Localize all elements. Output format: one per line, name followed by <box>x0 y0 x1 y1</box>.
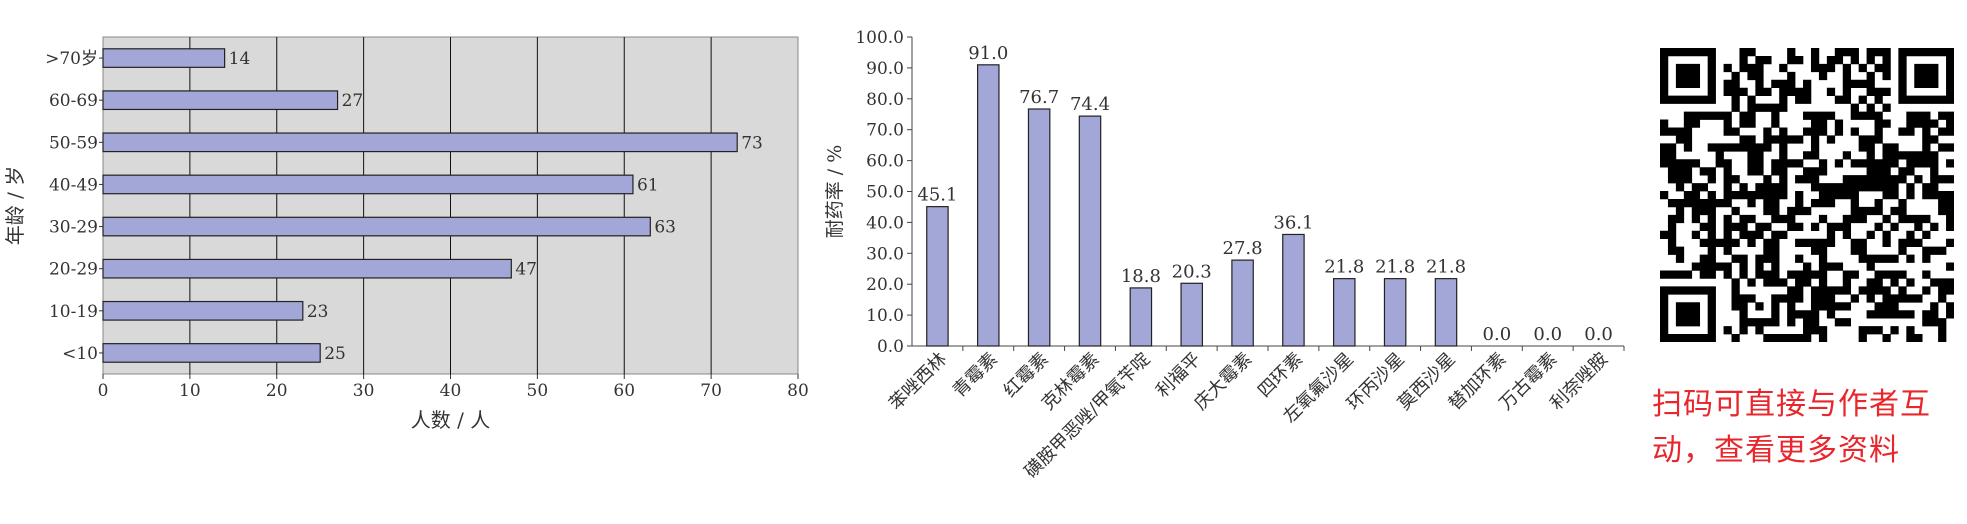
bar-value-label: 76.7 <box>1019 87 1059 108</box>
bar-value-label: 91.0 <box>968 43 1008 64</box>
bar-value-label: 73 <box>741 133 763 153</box>
y-axis-label: 年龄 / 岁 <box>3 166 27 245</box>
x-tick-label: 30 <box>353 381 375 401</box>
x-tick-label: 0 <box>98 381 109 401</box>
bar-value-label: 0.0 <box>1533 324 1562 345</box>
bar-value-label: 23 <box>307 302 329 322</box>
bar-value-label: 74.4 <box>1070 94 1110 115</box>
y-tick-label: 80.0 <box>866 90 904 110</box>
x-tick-label: 60 <box>613 381 635 401</box>
bar-value-label: 27 <box>342 91 364 111</box>
y-tick-label: 0.0 <box>877 337 904 357</box>
y-tick-label: 40-49 <box>49 175 98 195</box>
y-tick-label: 100.0 <box>855 28 904 48</box>
x-tick-label: 50 <box>527 381 549 401</box>
y-tick-label: 40.0 <box>866 213 904 233</box>
bar <box>1180 282 1203 347</box>
bar-value-label: 25 <box>324 344 346 364</box>
y-tick-label: 90.0 <box>866 59 904 79</box>
y-tick-label: <10 <box>62 344 98 364</box>
y-axis-label: 耐药率 / % <box>824 145 846 239</box>
bar <box>1231 259 1254 347</box>
qr-caption-line-2: 动，查看更多资料 <box>1652 433 1900 468</box>
y-tick-label: 30-29 <box>49 218 98 238</box>
x-tick-label: 40 <box>440 381 462 401</box>
bar <box>102 216 651 237</box>
bar-value-label: 0.0 <box>1584 324 1613 345</box>
y-tick-label: 10.0 <box>866 306 904 326</box>
qr-code-icon <box>1660 48 1955 343</box>
y-tick-label: 60-69 <box>49 91 98 111</box>
bar-value-label: 45.1 <box>917 185 957 206</box>
bar <box>926 206 949 347</box>
bar-value-label: 36.1 <box>1273 212 1313 233</box>
bar-value-label: 18.8 <box>1121 266 1161 287</box>
y-tick-label: 70.0 <box>866 121 904 141</box>
y-tick-label: 10-19 <box>49 302 98 322</box>
qr-caption-line-1: 扫码可直接与作者互 <box>1652 387 1931 422</box>
bar <box>1333 278 1356 347</box>
bar <box>1434 278 1458 347</box>
bar-value-label: 47 <box>515 260 537 280</box>
y-tick-label: 30.0 <box>866 244 904 264</box>
y-tick-label: 60.0 <box>866 152 904 172</box>
bar <box>1078 115 1102 347</box>
bar <box>977 64 1000 347</box>
bar-value-label: 14 <box>229 49 251 69</box>
qr-caption: 扫码可直接与作者互 动，查看更多资料 <box>1652 382 1957 474</box>
qr-modules <box>1660 48 1955 343</box>
bar-value-label: 61 <box>637 175 659 195</box>
age-distribution-chart: 0 10 20 30 40 50 60 70 80 25 <10 23 10-19 47 20-29 63 30… <box>3 36 809 432</box>
y-tick-label: 50.0 <box>866 183 904 203</box>
bar <box>102 48 226 68</box>
bar <box>102 90 339 111</box>
y-tick-label: 20.0 <box>866 275 904 295</box>
x-tick-label: 苯唑西林 <box>885 349 951 415</box>
bar <box>102 258 512 279</box>
bar-value-label: 21.8 <box>1426 257 1466 278</box>
bar <box>1027 108 1051 347</box>
x-axis-label: 人数 / 人 <box>411 408 490 432</box>
bar-value-label: 20.3 <box>1172 261 1212 282</box>
x-tick-label: 80 <box>787 381 809 401</box>
bar-value-label: 21.8 <box>1324 257 1364 278</box>
x-tick-label: 青霉素 <box>949 349 1002 402</box>
bar <box>1129 287 1153 347</box>
bar <box>1383 278 1407 347</box>
y-tick-label: 20-29 <box>49 260 98 280</box>
y-tick-label: >70岁 <box>45 49 98 69</box>
bar <box>102 132 738 153</box>
bar <box>102 174 634 195</box>
resistance-rate-chart: 0.0 10.0 20.0 30.0 40.0 50.0 60.0 70.0 80.0 90.0 1… <box>824 28 1625 482</box>
bar-value-label: 21.8 <box>1375 257 1415 278</box>
bar-value-label: 27.8 <box>1223 238 1263 259</box>
y-tick-label: 50-59 <box>49 133 98 153</box>
bar <box>102 343 321 363</box>
bar-value-label: 63 <box>654 218 676 238</box>
x-tick-label: 70 <box>700 381 722 401</box>
bar <box>1282 233 1305 347</box>
bar-value-label: 0.0 <box>1483 324 1512 345</box>
bar <box>102 300 304 321</box>
x-tick-label: 10 <box>179 381 201 401</box>
x-tick-label: 20 <box>266 381 288 401</box>
